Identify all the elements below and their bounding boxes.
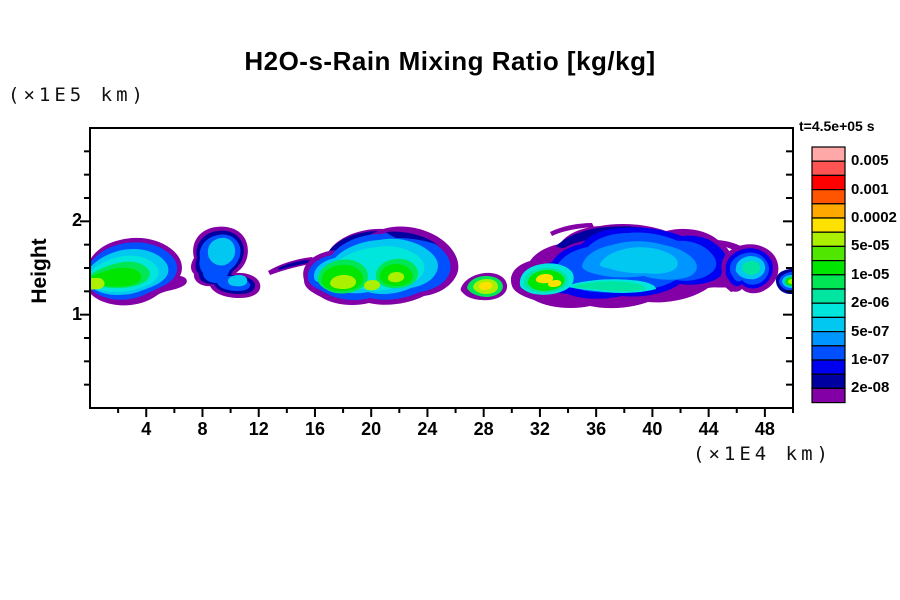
cloud-2 bbox=[190, 226, 261, 298]
contour-cyan bbox=[599, 247, 678, 274]
colorbar-label: 2e-08 bbox=[851, 379, 890, 397]
x-tick-label: 4 bbox=[141, 419, 152, 439]
colorbar-box bbox=[811, 189, 846, 205]
x-tick-label: 28 bbox=[473, 419, 494, 439]
colorbar-box bbox=[811, 316, 846, 333]
cloud-5 bbox=[721, 244, 779, 294]
x-axis-unit: (×1E4 km) bbox=[693, 443, 832, 465]
x-tick-label: 24 bbox=[417, 419, 438, 439]
x-tick-label: 40 bbox=[642, 419, 663, 439]
colorbar-box bbox=[811, 260, 846, 276]
cloud-1 bbox=[90, 237, 187, 306]
contour-mint-band bbox=[572, 281, 646, 292]
contour-chartreuse bbox=[788, 279, 793, 284]
colorbar-box bbox=[811, 359, 846, 375]
colorbar-box bbox=[811, 288, 846, 304]
cloud-field bbox=[90, 223, 793, 309]
contour-chartreuse bbox=[388, 272, 405, 283]
x-tick-label: 44 bbox=[698, 419, 719, 439]
colorbar-box bbox=[811, 146, 846, 162]
x-tick-label: 48 bbox=[754, 419, 775, 439]
colorbar-label: 0.001 bbox=[851, 180, 889, 198]
x-tick-label: 36 bbox=[586, 419, 607, 439]
chart-title: H2O-s-Rain Mixing Ratio [kg/kg] bbox=[244, 46, 656, 76]
colorbar-box bbox=[811, 174, 846, 191]
colorbar-box bbox=[811, 245, 846, 262]
colorbar-box bbox=[811, 203, 846, 219]
contour-chartreuse bbox=[330, 275, 356, 289]
axes-frame bbox=[80, 127, 794, 417]
time-annotation: t=4.5e+05 s bbox=[799, 118, 875, 134]
contour-navy-wisp bbox=[278, 260, 314, 270]
colorbar bbox=[811, 146, 846, 404]
colorbar-label: 5e-07 bbox=[851, 322, 890, 340]
colorbar-label: 2e-06 bbox=[851, 294, 890, 312]
contour-purple-wisp bbox=[550, 223, 594, 236]
colorbar-box bbox=[811, 160, 846, 176]
contour-chartreuse bbox=[90, 278, 105, 290]
x-tick-label: 20 bbox=[361, 419, 382, 439]
cloud-4 bbox=[460, 223, 752, 309]
colorbar-label: 1e-05 bbox=[851, 265, 890, 283]
contour-cyan bbox=[228, 275, 248, 287]
colorbar-label: 1e-07 bbox=[851, 351, 890, 368]
contour-yellow-blob bbox=[479, 282, 493, 290]
x-tick-label: 8 bbox=[197, 419, 208, 439]
y-tick-label: 1 bbox=[71, 303, 82, 324]
y-tick-label: 2 bbox=[71, 210, 82, 231]
contour-yellow bbox=[548, 280, 562, 287]
colorbar-box bbox=[811, 217, 846, 233]
contour-navy-streak bbox=[386, 231, 438, 245]
colorbar-box bbox=[811, 331, 846, 347]
colorbar-box bbox=[811, 387, 846, 404]
colorbar-box bbox=[811, 302, 846, 319]
colorbar-label: 5e-05 bbox=[851, 237, 890, 255]
cloud-6 bbox=[775, 269, 793, 294]
x-tick-label: 16 bbox=[304, 419, 325, 439]
colorbar-box bbox=[811, 345, 846, 361]
colorbar-box bbox=[811, 373, 846, 390]
cloud-3 bbox=[268, 226, 459, 305]
y-axis-unit: (×1E5 km) bbox=[8, 84, 147, 106]
colorbar-label: 0.005 bbox=[851, 152, 889, 170]
colorbar-box bbox=[811, 231, 846, 247]
contour-yellow bbox=[535, 274, 554, 284]
contour-chartreuse bbox=[364, 280, 381, 291]
x-tick-label: 12 bbox=[248, 419, 269, 439]
contour-cyan bbox=[207, 237, 236, 266]
x-tick-label: 32 bbox=[529, 419, 550, 439]
contour-mint bbox=[742, 261, 760, 275]
colorbar-label: 0.0002 bbox=[851, 209, 897, 226]
colorbar-box bbox=[811, 274, 846, 290]
